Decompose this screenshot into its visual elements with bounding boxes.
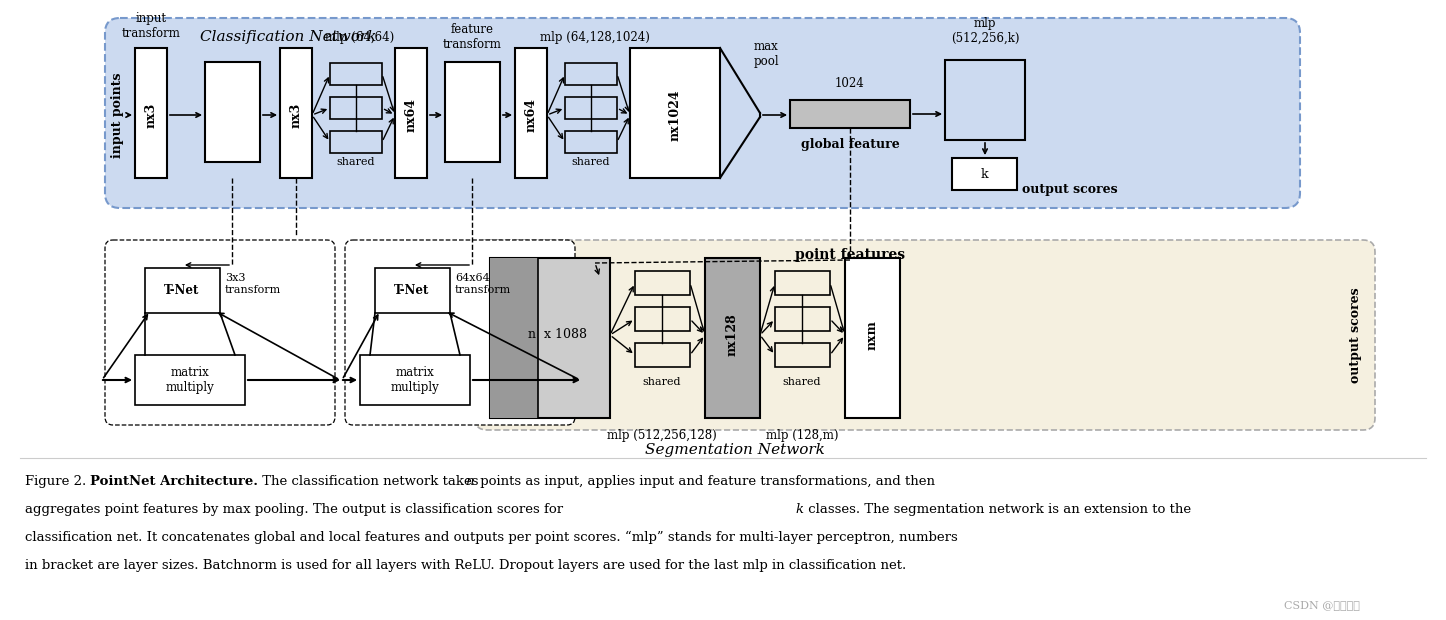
Text: The classification network takes: The classification network takes: [257, 475, 483, 488]
Text: shared: shared: [643, 377, 681, 387]
Text: classes. The segmentation network is an extension to the: classes. The segmentation network is an …: [804, 503, 1192, 516]
Bar: [946, 60, 1025, 140]
Bar: [565, 131, 617, 153]
Text: shared: shared: [337, 157, 376, 167]
Text: nx64: nx64: [525, 98, 538, 132]
Text: max
pool: max pool: [753, 40, 779, 68]
Text: nx3: nx3: [289, 102, 302, 128]
Bar: [330, 97, 382, 119]
Text: nxm: nxm: [866, 320, 879, 350]
FancyBboxPatch shape: [474, 240, 1375, 430]
Bar: [134, 355, 244, 405]
Text: mlp (64,64): mlp (64,64): [325, 30, 395, 43]
Text: T-Net: T-Net: [165, 283, 200, 296]
FancyBboxPatch shape: [346, 240, 576, 425]
Text: Classification Network: Classification Network: [200, 30, 376, 44]
Bar: [951, 158, 1017, 190]
Bar: [395, 48, 427, 178]
Text: mlp
(512,256,k): mlp (512,256,k): [951, 17, 1019, 45]
Bar: [330, 63, 382, 85]
FancyBboxPatch shape: [106, 18, 1300, 208]
Text: k: k: [980, 167, 988, 180]
Text: mlp (128,m): mlp (128,m): [766, 428, 839, 441]
Text: nx3: nx3: [145, 102, 158, 128]
Text: Figure 2.: Figure 2.: [25, 475, 91, 488]
Bar: [635, 271, 690, 295]
Text: Segmentation Network: Segmentation Network: [645, 443, 824, 457]
Text: 64x64
transform: 64x64 transform: [455, 273, 512, 294]
Text: PointNet Architecture.: PointNet Architecture.: [90, 475, 257, 488]
FancyBboxPatch shape: [106, 240, 335, 425]
Bar: [205, 62, 260, 162]
Text: input
transform: input transform: [121, 12, 181, 40]
Text: 3x3
transform: 3x3 transform: [226, 273, 282, 294]
Bar: [565, 97, 617, 119]
Bar: [790, 100, 910, 128]
Text: aggregates point features by max pooling. The output is classification scores fo: aggregates point features by max pooling…: [25, 503, 567, 516]
Text: k: k: [795, 503, 803, 516]
Bar: [635, 307, 690, 331]
Text: points as input, applies input and feature transformations, and then: points as input, applies input and featu…: [476, 475, 936, 488]
Text: global feature: global feature: [801, 138, 899, 151]
Text: in bracket are layer sizes. Batchnorm is used for all layers with ReLU. Dropout : in bracket are layer sizes. Batchnorm is…: [25, 559, 907, 572]
Text: 1024: 1024: [836, 77, 865, 90]
Bar: [635, 343, 690, 367]
Text: shared: shared: [571, 157, 610, 167]
Text: classification net. It concatenates global and local features and outputs per po: classification net. It concatenates glob…: [25, 531, 957, 544]
Bar: [844, 258, 899, 418]
Bar: [630, 48, 720, 178]
Bar: [775, 343, 830, 367]
Text: nx128: nx128: [726, 314, 739, 356]
Bar: [490, 258, 538, 418]
Bar: [134, 48, 166, 178]
Text: input points: input points: [111, 73, 124, 157]
Text: mlp (64,128,1024): mlp (64,128,1024): [539, 30, 649, 43]
Bar: [490, 258, 610, 418]
Text: n: n: [466, 475, 473, 488]
Bar: [281, 48, 312, 178]
Text: n  x 1088: n x 1088: [528, 329, 587, 342]
Text: mlp (512,256,128): mlp (512,256,128): [607, 428, 717, 441]
Text: point features: point features: [795, 248, 905, 262]
Bar: [775, 307, 830, 331]
Bar: [330, 131, 382, 153]
Text: T-Net: T-Net: [395, 283, 429, 296]
Text: nx64: nx64: [405, 98, 418, 132]
Bar: [360, 355, 470, 405]
Bar: [775, 271, 830, 295]
Bar: [445, 62, 500, 162]
Text: output scores: output scores: [1349, 287, 1362, 383]
Bar: [145, 268, 220, 313]
Text: shared: shared: [782, 377, 821, 387]
Text: output scores: output scores: [1022, 182, 1118, 195]
Text: feature
transform: feature transform: [442, 23, 502, 51]
Bar: [565, 63, 617, 85]
Text: CSDN @易老图南: CSDN @易老图南: [1284, 600, 1361, 610]
Bar: [706, 258, 761, 418]
Text: matrix
multiply: matrix multiply: [390, 366, 440, 394]
Bar: [515, 48, 547, 178]
Text: matrix
multiply: matrix multiply: [166, 366, 214, 394]
Bar: [375, 268, 450, 313]
Text: nx1024: nx1024: [668, 89, 681, 141]
